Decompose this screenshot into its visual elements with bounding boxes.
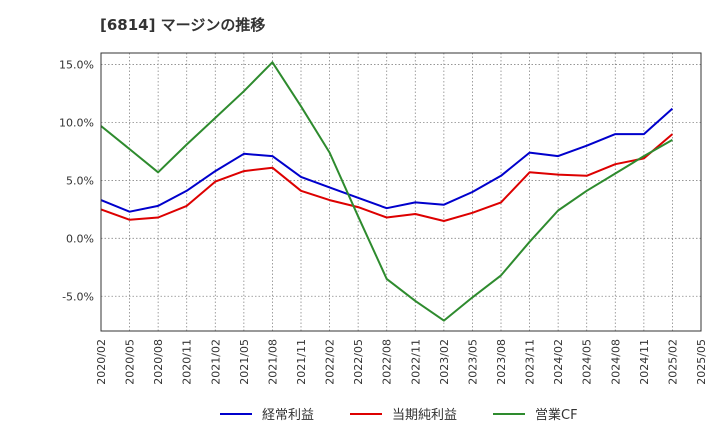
series-line-経常利益 (100, 107, 674, 213)
x-tick-label: 2022/05 (352, 339, 365, 385)
x-tick-label: 2021/08 (266, 339, 279, 385)
x-tick-label: 2022/11 (409, 339, 422, 385)
x-tick-label: 2023/11 (524, 339, 537, 385)
x-tick-label: 2023/05 (466, 339, 479, 385)
x-tick-label: 2025/02 (666, 339, 679, 385)
y-axis-tick-labels: 15.0% 10.0% 5.0% 0.0% -5.0% (59, 59, 94, 304)
x-tick-label: 2024/08 (609, 339, 622, 385)
x-tick-label: 2021/05 (238, 339, 251, 385)
y-tick-label: 15.0% (59, 59, 94, 72)
x-tick-label: 2024/02 (552, 339, 565, 385)
series-line-営業CF (100, 61, 673, 322)
y-tick-label: 0.0% (66, 232, 94, 245)
x-tick-label: 2023/02 (438, 339, 451, 385)
legend-label: 営業CF (535, 407, 578, 423)
plot-frame (100, 52, 702, 332)
x-tick-label: 2020/11 (181, 339, 194, 385)
x-tick-label: 2022/02 (324, 339, 337, 385)
y-tick-label: 10.0% (59, 117, 94, 130)
x-axis-tick-labels: 2020/02 2020/05 2020/08 2020/11 2021/02 2021/… (95, 339, 708, 385)
x-tick-label: 2023/08 (495, 339, 508, 385)
series-line-当期純利益 (100, 133, 674, 222)
x-tick-label: 2025/05 (695, 339, 708, 385)
legend: 経常利益 当期純利益 営業CF (220, 407, 578, 423)
x-tick-label: 2022/08 (381, 339, 394, 385)
series-layer (100, 61, 674, 322)
x-tick-label: 2020/05 (124, 339, 137, 385)
x-tick-label: 2021/02 (209, 339, 222, 385)
x-tick-label: 2020/02 (95, 339, 108, 385)
x-tick-label: 2021/11 (295, 339, 308, 385)
y-tick-label: 5.0% (66, 174, 94, 187)
grid-layer (101, 53, 701, 331)
y-tick-label: -5.0% (62, 290, 94, 303)
legend-label: 当期純利益 (392, 408, 457, 423)
legend-label: 経常利益 (262, 408, 314, 423)
x-tick-label: 2020/08 (152, 339, 165, 385)
chart-title: [6814] マージンの推移 (100, 16, 266, 34)
x-tick-label: 2024/05 (581, 339, 594, 385)
x-tick-label: 2024/11 (638, 339, 651, 385)
